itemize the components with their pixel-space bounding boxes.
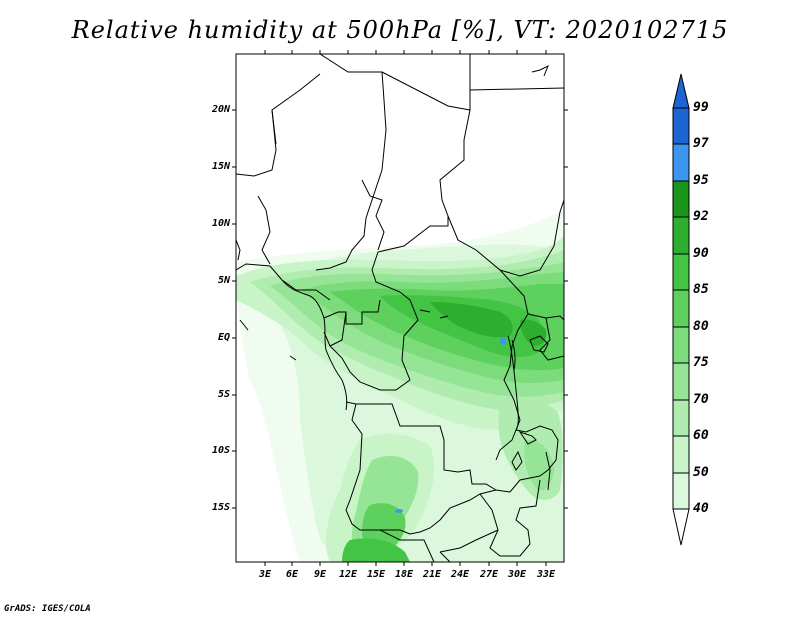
colorbar-label: 85 bbox=[693, 282, 709, 297]
colorbar-label: 95 bbox=[693, 173, 709, 188]
colorbar bbox=[672, 73, 690, 546]
colorbar-segment-85-90 bbox=[672, 253, 690, 291]
lat-label: 10S bbox=[211, 445, 230, 456]
lat-label: EQ bbox=[217, 332, 230, 343]
colorbar-segment-92-95 bbox=[672, 180, 690, 218]
colorbar-label: 92 bbox=[693, 209, 709, 224]
coastlines-lakes bbox=[236, 64, 551, 491]
colorbar-label: 70 bbox=[693, 392, 709, 407]
map-title: Relative humidity at 500hPa [%], VT: 202… bbox=[71, 16, 729, 44]
humidity-field bbox=[236, 210, 564, 562]
colorbar-segment-70-75 bbox=[672, 362, 690, 401]
lon-label: 12E bbox=[338, 569, 358, 580]
colorbar-segment-75-80 bbox=[672, 326, 690, 364]
colorbar-tip-top bbox=[672, 73, 690, 109]
lon-label: 15E bbox=[366, 569, 386, 580]
colorbar-segment-50-60 bbox=[672, 435, 690, 474]
colorbar-segment-95-97 bbox=[672, 143, 690, 182]
colorbar-label: 80 bbox=[693, 319, 709, 334]
colorbar-segment-97-99 bbox=[672, 107, 690, 145]
lon-label: 27E bbox=[479, 569, 499, 580]
country-borders bbox=[236, 54, 564, 562]
colorbar-label: 75 bbox=[693, 355, 709, 370]
colorbar-segment-60-70 bbox=[672, 399, 690, 437]
lon-label: 9E bbox=[313, 569, 327, 580]
colorbar-segment-40-50 bbox=[672, 472, 690, 510]
lat-label: 15S bbox=[211, 502, 230, 513]
colorbar-label: 50 bbox=[693, 465, 709, 480]
lon-label: 18E bbox=[394, 569, 414, 580]
colorbar-tip-bottom bbox=[672, 508, 690, 546]
colorbar-segment-80-85 bbox=[672, 289, 690, 328]
lon-label: 24E bbox=[450, 569, 470, 580]
lon-label: 21E bbox=[422, 569, 442, 580]
lat-label: 20N bbox=[211, 104, 230, 115]
lon-label: 30E bbox=[507, 569, 527, 580]
axis-ticks bbox=[232, 50, 568, 566]
lat-label: 15N bbox=[211, 161, 230, 172]
lon-label: 33E bbox=[536, 569, 556, 580]
colorbar-segment-90-92 bbox=[672, 216, 690, 255]
colorbar-label: 90 bbox=[693, 246, 709, 261]
colorbar-label: 99 bbox=[693, 100, 709, 115]
colorbar-label: 40 bbox=[693, 501, 709, 516]
lat-label: 5N bbox=[217, 275, 230, 286]
colorbar-label: 60 bbox=[693, 428, 709, 443]
lon-label: 3E bbox=[258, 569, 272, 580]
map-frame bbox=[235, 53, 565, 563]
lat-label: 10N bbox=[211, 218, 230, 229]
lon-label: 6E bbox=[285, 569, 299, 580]
grads-credit: GrADS: IGES/COLA bbox=[4, 604, 91, 614]
lat-label: 5S bbox=[217, 389, 230, 400]
colorbar-label: 97 bbox=[693, 136, 709, 151]
